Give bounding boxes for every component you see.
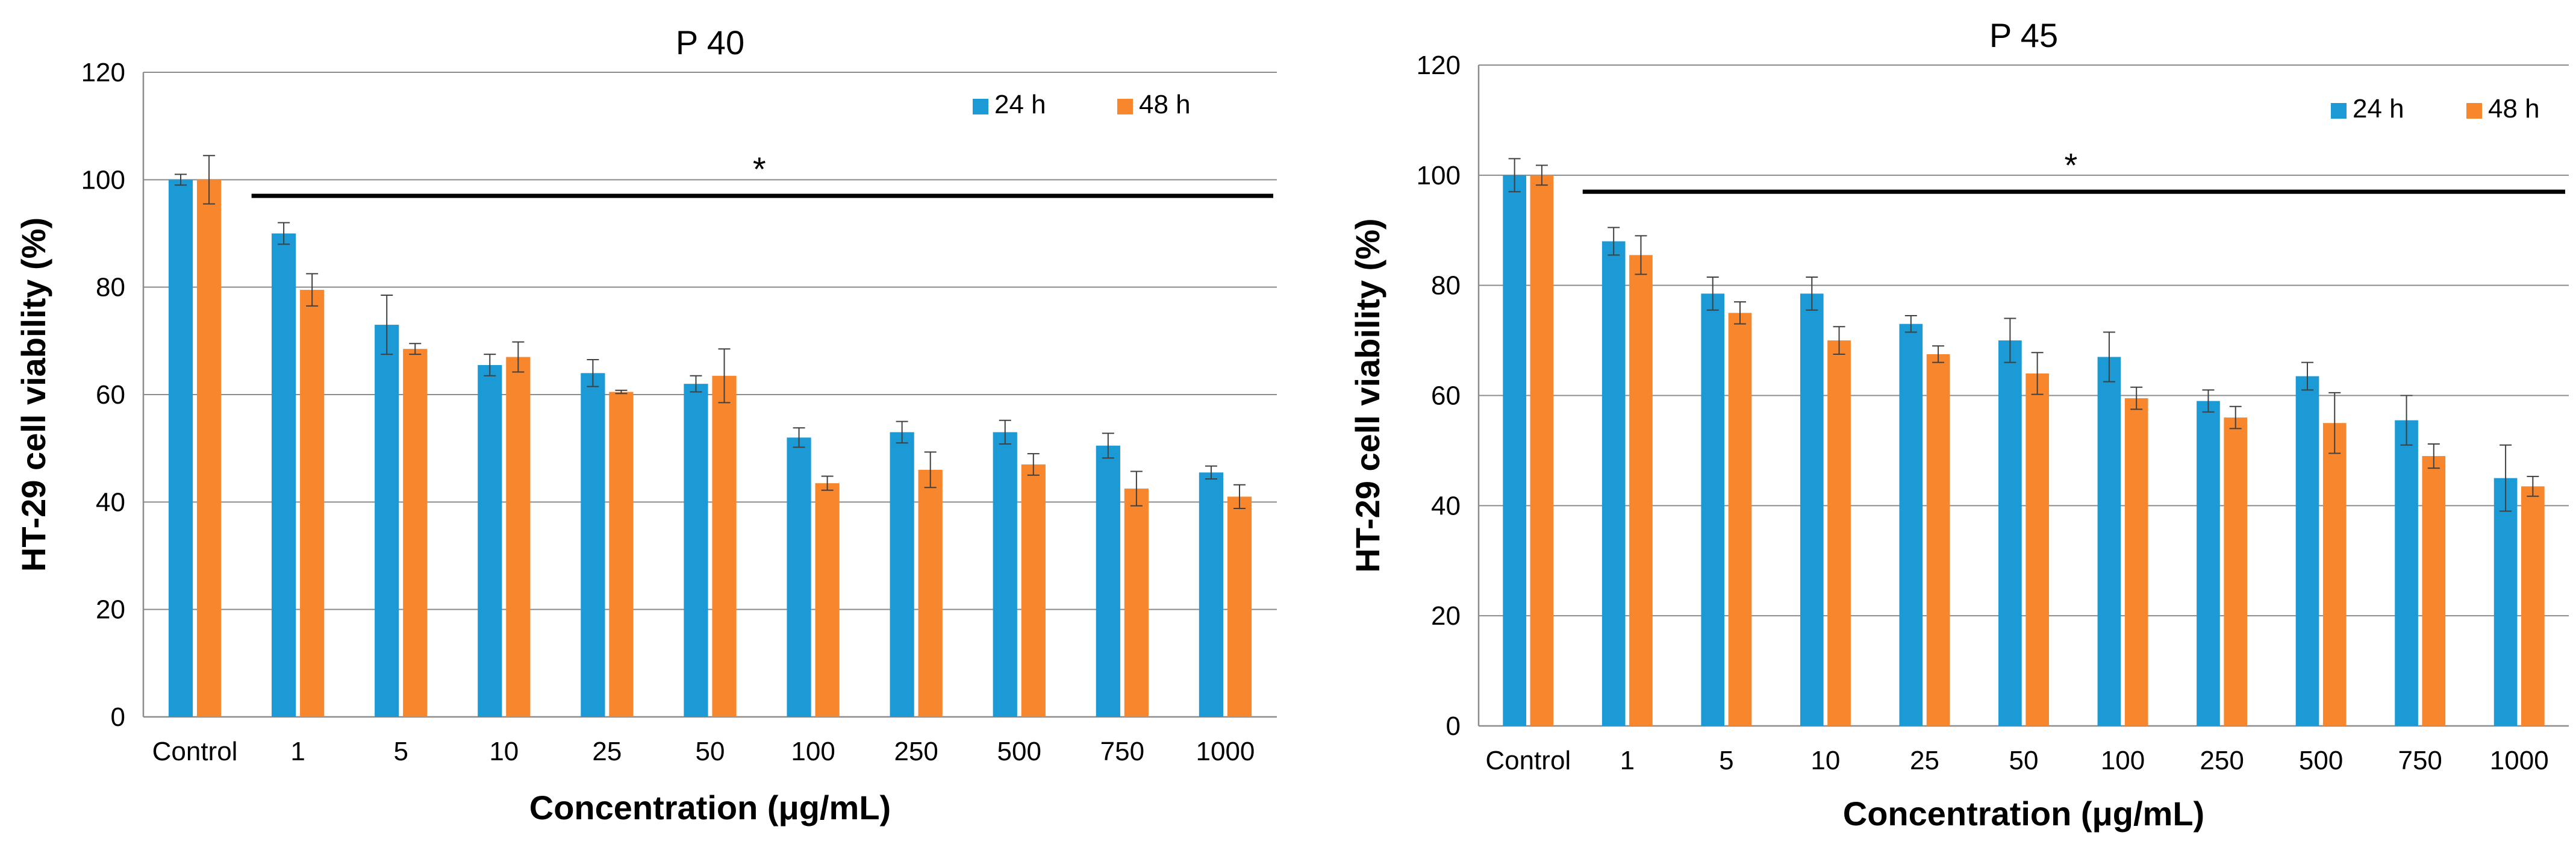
bar-48h: [1021, 464, 1046, 717]
bar-48h: [712, 375, 737, 717]
x-tick-label: 250: [2200, 746, 2244, 775]
bar-24h: [272, 233, 296, 717]
x-tick-label: 500: [2299, 746, 2343, 775]
x-tick-label: 10: [489, 737, 519, 766]
y-tick-label: 20: [96, 595, 125, 625]
x-tick-label: 25: [1910, 746, 1939, 775]
bar-24h: [2395, 420, 2418, 726]
x-tick-label: 5: [1719, 746, 1733, 775]
x-tick-label: 1000: [2490, 746, 2549, 775]
bar-48h: [196, 180, 222, 717]
legend-label: 24 h: [994, 90, 1046, 119]
bar-48h: [1530, 175, 1554, 726]
x-axis-title: Concentration (μg/mL): [529, 789, 891, 827]
bar-48h: [1827, 340, 1851, 726]
x-tick-label: 50: [696, 737, 725, 766]
x-tick-label: 100: [791, 737, 835, 766]
legend-swatch: [1117, 99, 1133, 114]
y-tick-label: 120: [81, 58, 125, 87]
y-tick-label: 60: [1431, 381, 1461, 411]
legend-swatch: [2331, 103, 2347, 119]
bar-24h: [2097, 357, 2121, 726]
bar-48h: [1124, 489, 1149, 717]
bar-24h: [2197, 401, 2220, 726]
x-tick-label: 1: [1620, 746, 1635, 775]
bar-48h: [2322, 423, 2347, 726]
y-tick-label: 80: [96, 273, 125, 302]
y-tick-label: 40: [1431, 491, 1461, 520]
y-tick-label: 80: [1431, 271, 1461, 301]
bar-48h: [506, 357, 531, 717]
bar-24h: [478, 364, 502, 717]
legend-swatch: [973, 99, 988, 114]
y-tick-label: 0: [1446, 711, 1461, 741]
significance-marker: *: [2064, 146, 2077, 184]
bar-24h: [1096, 445, 1120, 717]
bar-48h: [918, 469, 943, 717]
x-tick-label: 750: [2398, 746, 2442, 775]
bar-48h: [2422, 456, 2446, 726]
bar-24h: [1701, 293, 1725, 727]
x-tick-label: Control: [152, 737, 238, 766]
y-tick-label: 100: [1417, 161, 1461, 190]
bar-24h: [2493, 478, 2518, 726]
bar-48h: [609, 392, 634, 717]
x-tick-label: 1000: [1196, 737, 1255, 766]
chart-2: 0 20 40 60 80 100 120 Control 1 5 10 25 50 100 250 500 7…: [1349, 16, 2569, 833]
bar-48h: [300, 290, 325, 717]
bar-24h: [168, 180, 193, 717]
bar-48h: [2124, 398, 2148, 726]
y-tick-label: 20: [1431, 601, 1461, 631]
x-tick-label: 5: [393, 737, 408, 766]
x-tick-label: 100: [2101, 746, 2145, 775]
legend-label: 24 h: [2353, 94, 2404, 123]
bar-48h: [1629, 255, 1653, 726]
bar-48h: [1926, 354, 1950, 726]
y-tick-label: 60: [96, 380, 125, 410]
bar-24h: [890, 432, 914, 717]
bar-24h: [1601, 241, 1626, 726]
x-tick-label: Control: [1485, 746, 1571, 775]
y-tick-label: 100: [81, 165, 125, 195]
bar-24h: [375, 325, 399, 717]
bar-48h: [2521, 486, 2545, 726]
bar-24h: [1800, 293, 1824, 727]
bar-24h: [993, 432, 1017, 717]
bar-24h: [684, 384, 708, 717]
bar-48h: [815, 483, 840, 717]
x-tick-label: 25: [592, 737, 622, 766]
x-tick-label: 250: [894, 737, 938, 766]
legend-label: 48 h: [2488, 94, 2540, 123]
bar-48h: [1227, 496, 1252, 717]
bar-24h: [581, 373, 605, 717]
x-tick-label: 1: [290, 737, 305, 766]
significance-marker: *: [753, 150, 766, 188]
bar-48h: [2026, 373, 2049, 726]
y-axis-title: HT-29 cell viability (%): [14, 217, 52, 572]
bar-48h: [2224, 417, 2248, 726]
y-axis-title: HT-29 cell viability (%): [1349, 218, 1386, 572]
bar-24h: [787, 437, 811, 717]
x-tick-label: 50: [2009, 746, 2039, 775]
bar-48h: [403, 349, 428, 717]
bar-24h: [1899, 323, 1923, 726]
bar-24h: [1998, 340, 2022, 726]
legend-swatch: [2466, 103, 2482, 119]
x-axis-title: Concentration (μg/mL): [1843, 795, 2204, 833]
x-tick-label: 10: [1810, 746, 1840, 775]
bar-24h: [1503, 175, 1526, 726]
x-tick-label: 750: [1100, 737, 1144, 766]
y-tick-label: 0: [111, 702, 125, 732]
y-tick-label: 120: [1417, 51, 1461, 80]
chart-1: 0 20 40 60 80 100 120 Control 1 5 10 25 50 100 250 500 7…: [14, 23, 1277, 827]
legend-label: 48 h: [1139, 90, 1191, 119]
bar-24h: [1199, 472, 1224, 717]
bar-24h: [2295, 376, 2319, 726]
x-tick-label: 500: [997, 737, 1041, 766]
chart-title: P 40: [676, 23, 744, 61]
bar-48h: [1728, 313, 1752, 726]
y-tick-label: 40: [96, 487, 125, 517]
chart-title: P 45: [1989, 16, 2058, 54]
